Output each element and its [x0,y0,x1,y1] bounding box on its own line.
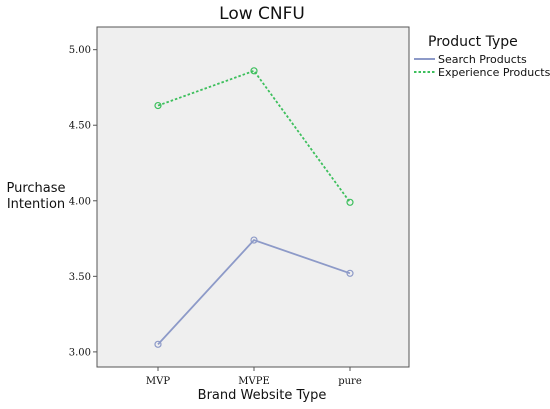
x-tick-label-mvp: MVP [146,376,170,387]
y-tick-label-5-00: 5.00 [69,45,91,56]
point-experience-products-mvpe [250,67,258,75]
point-search-products-pure [346,269,354,277]
x-tick-label-mvpe: MVPE [238,376,270,387]
y-axis-title-line-1: Purchase [6,181,65,196]
point-experience-products-pure [346,198,354,206]
point-search-products-mvpe [250,236,258,244]
y-tick-label-4-50: 4.50 [69,121,91,132]
y-axis: 3.00 3.50 4.00 4.50 5.00 [69,45,97,358]
chart-title: Low CNFU [219,4,305,24]
legend-title: Product Type [428,34,518,50]
legend-label-experience-products: Experience Products [438,66,550,79]
point-search-products-mvp [154,340,162,348]
series-line-search-products [157,239,351,345]
point-experience-products-mvp [154,101,162,110]
x-axis: MVP MVPE pure [146,367,362,387]
series-layer [154,67,354,348]
legend: Product Type Search Products Experience … [414,34,550,79]
plot-area [96,26,410,368]
legend-label-search-products: Search Products [438,53,527,66]
x-axis-title: Brand Website Type [198,388,327,403]
y-tick-label-3-00: 3.00 [69,347,91,358]
y-axis-title-line-2: Intention [7,197,65,212]
y-tick-label-4-00: 4.00 [69,196,91,207]
x-tick-label-pure: pure [338,376,362,387]
y-tick-label-3-50: 3.50 [69,272,91,283]
